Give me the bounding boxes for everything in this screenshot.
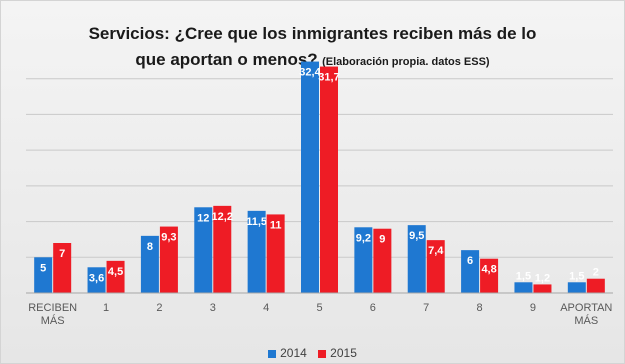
bar-2014: [34, 257, 53, 293]
legend-label-2015: 2015: [330, 346, 357, 360]
data-label-2015: 1,2: [535, 272, 550, 284]
bar-2015: [373, 228, 392, 293]
x-tick-label: 9: [530, 302, 536, 314]
data-label-2014: 11,5: [246, 216, 267, 228]
data-label-2015: 12,2: [212, 211, 233, 223]
chart-title: Servicios: ¿Cree que los inmigrantes rec…: [1, 21, 624, 75]
x-tick-label: MÁS: [41, 314, 65, 327]
bar-2015: [320, 66, 338, 293]
x-tick-label: 2: [156, 302, 162, 314]
data-label-2014: 3,6: [89, 272, 104, 284]
x-tick-label: 4: [263, 302, 269, 314]
bar-2014: [301, 61, 319, 294]
data-label-2014: 32,4: [299, 67, 321, 79]
data-label-2014: 5: [40, 262, 46, 274]
x-tick-label: 7: [423, 302, 429, 314]
x-tick-label: MÁS: [574, 314, 598, 327]
bar-2015: [586, 278, 605, 293]
chart-subtitle: (Elaboración propia. datos ESS): [322, 56, 490, 68]
bar-2015: [533, 284, 552, 293]
bar-2015: [266, 214, 285, 293]
bar-2014: [514, 282, 533, 293]
bar-2014: [87, 267, 106, 293]
bar-2015: [106, 260, 125, 293]
data-label-2014: 6: [467, 255, 473, 267]
data-label-2015: 9,3: [161, 232, 176, 244]
data-label-2014: 9,5: [409, 230, 424, 242]
data-label-2014: 9,2: [356, 232, 371, 244]
data-label-2015: 7,4: [428, 245, 444, 257]
x-tick-label: APORTAN: [560, 302, 612, 314]
bar-2014: [247, 210, 266, 293]
data-label-2014: 1,5: [569, 270, 584, 282]
x-tick-label: RECIBEN: [28, 302, 77, 314]
x-tick-label: 8: [477, 302, 483, 314]
legend-swatch-2014: [268, 349, 277, 358]
title-line-2: que aportan o menos?: [135, 50, 318, 69]
bar-2015: [53, 243, 72, 293]
data-label-2015: 4,5: [108, 266, 123, 278]
data-label-2015: 9: [379, 234, 385, 246]
data-label-2015: 4,8: [481, 264, 496, 276]
data-label-2014: 8: [147, 241, 153, 253]
data-label-2014: 1,5: [516, 270, 531, 282]
bar-2015: [480, 258, 499, 293]
legend-item-2014: 2014: [268, 346, 307, 360]
bar-2015: [213, 205, 232, 293]
x-tick-label: 5: [316, 302, 322, 314]
data-label-2015: 2: [593, 267, 599, 279]
x-tick-label: 1: [103, 302, 109, 314]
data-label-2014: 12: [197, 212, 209, 224]
bar-2014: [407, 225, 426, 293]
bar-2014: [567, 282, 586, 293]
bar-2015: [159, 226, 178, 293]
bar-2014: [461, 250, 480, 293]
legend-label-2014: 2014: [280, 346, 307, 360]
data-label-2015: 11: [270, 219, 282, 231]
legend: 2014 2015: [1, 346, 624, 360]
x-tick-label: 3: [210, 302, 216, 314]
data-label-2015: 31,7: [318, 72, 339, 84]
x-tick-label: 6: [370, 302, 376, 314]
title-line-1: Servicios: ¿Cree que los inmigrantes rec…: [88, 24, 537, 43]
bar-2014: [194, 207, 213, 293]
bar-2014: [140, 235, 159, 293]
legend-item-2015: 2015: [318, 346, 357, 360]
bar-2015: [426, 240, 445, 293]
data-label-2015: 7: [59, 248, 65, 260]
legend-swatch-2015: [318, 349, 327, 358]
bar-2014: [354, 227, 373, 293]
